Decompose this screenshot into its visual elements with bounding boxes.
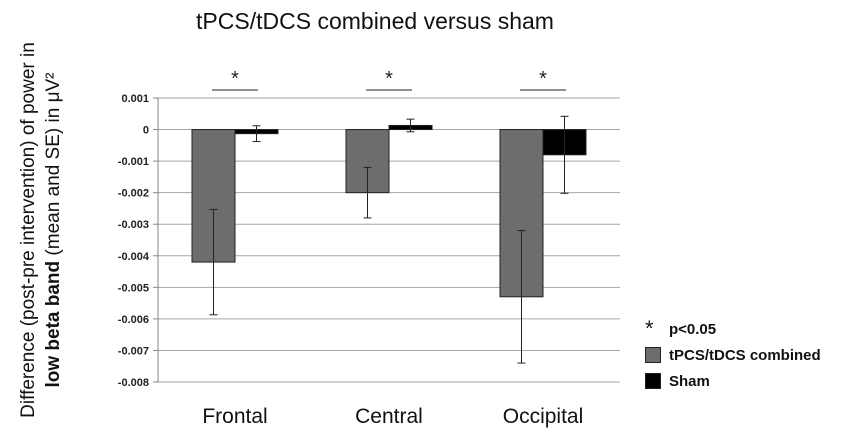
legend-significance-label: p<0.05 [669,320,717,338]
y-tick-label: 0 [143,125,149,137]
significance-star: * [385,68,393,90]
legend-swatch-tpcs [645,347,661,363]
y-tick-label: 0.001 [121,93,149,105]
x-tick-label: Occipital [503,405,584,428]
y-tick-label: -0.003 [118,219,149,231]
x-tick-label: Frontal [202,405,267,428]
significance-star: * [231,68,239,90]
y-tick-label: -0.001 [118,156,149,168]
legend-label-tpcs: tPCS/tDCS combined [669,346,821,364]
y-tick-label: -0.005 [118,282,149,294]
legend-item-sham: Sham [645,368,821,394]
y-tick-label: -0.002 [118,188,149,200]
y-tick-label: -0.004 [118,251,150,263]
y-tick-label: -0.008 [118,377,149,389]
y-tick-label: -0.007 [118,345,149,357]
legend: * p<0.05 tPCS/tDCS combined Sham [645,316,821,394]
legend-significance: * p<0.05 [645,316,821,342]
legend-item-tpcs: tPCS/tDCS combined [645,342,821,368]
legend-swatch-sham [645,373,661,389]
chart-title: tPCS/tDCS combined versus sham [196,8,554,34]
legend-star-icon: * [645,316,654,341]
significance-star: * [539,68,547,90]
y-tick-label: -0.006 [118,314,149,326]
legend-label-sham: Sham [669,372,710,390]
x-tick-label: Central [355,405,423,428]
